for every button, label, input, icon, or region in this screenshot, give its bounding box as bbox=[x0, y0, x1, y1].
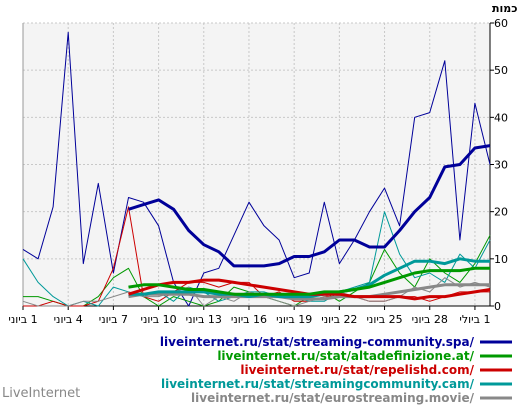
series-average-line-3 bbox=[128, 257, 490, 299]
y-tick-label: 10 bbox=[494, 253, 508, 266]
y-tick-label: 0 bbox=[494, 300, 501, 313]
x-tick-label: 10 ביוני bbox=[140, 313, 176, 326]
x-tick-label: 28 ביוני bbox=[412, 313, 448, 326]
x-tick-label: 22 ביוני bbox=[321, 313, 357, 326]
series-daily-line-0 bbox=[22, 31, 491, 307]
legend-label-2: liveinternet.ru/stat/repelishd.com/ bbox=[240, 363, 474, 377]
series-average-line-1 bbox=[128, 266, 490, 296]
y-tick-label: 60 bbox=[494, 17, 508, 30]
series-average-line-4 bbox=[128, 283, 490, 301]
y-tick-label: 30 bbox=[494, 159, 508, 172]
legend-label-0: liveinternet.ru/stat/streaming-community… bbox=[160, 335, 475, 349]
series-daily-line-2 bbox=[23, 206, 490, 307]
y-tick-label: 50 bbox=[494, 64, 508, 77]
x-tick-label: 7 ביוני bbox=[99, 313, 128, 326]
y-axis-label: כמות bbox=[492, 2, 517, 15]
brand-label: LiveInternet bbox=[2, 386, 81, 401]
y-tick-label: 40 bbox=[494, 111, 508, 124]
series-average-line-0 bbox=[128, 144, 491, 268]
x-tick-label: 1 ביוני bbox=[8, 313, 37, 326]
x-tick-label: 16 ביוני bbox=[231, 313, 267, 326]
x-tick-label: 13 ביוני bbox=[186, 313, 222, 326]
legend-label-1: liveinternet.ru/stat/altadefinizione.at/ bbox=[217, 349, 474, 363]
x-tick-label: 4 ביוני bbox=[54, 313, 83, 326]
legend-label-3: liveinternet.ru/stat/streamingcommunity.… bbox=[161, 377, 475, 391]
legend-label-4: liveinternet.ru/stat/eurostreaming.movie… bbox=[191, 391, 475, 405]
x-tick-label: 1 ביולי bbox=[459, 313, 490, 326]
x-tick-label: 25 ביוני bbox=[366, 313, 402, 326]
x-tick-label: 19 ביוני bbox=[276, 313, 312, 326]
y-tick-label: 20 bbox=[494, 206, 508, 219]
